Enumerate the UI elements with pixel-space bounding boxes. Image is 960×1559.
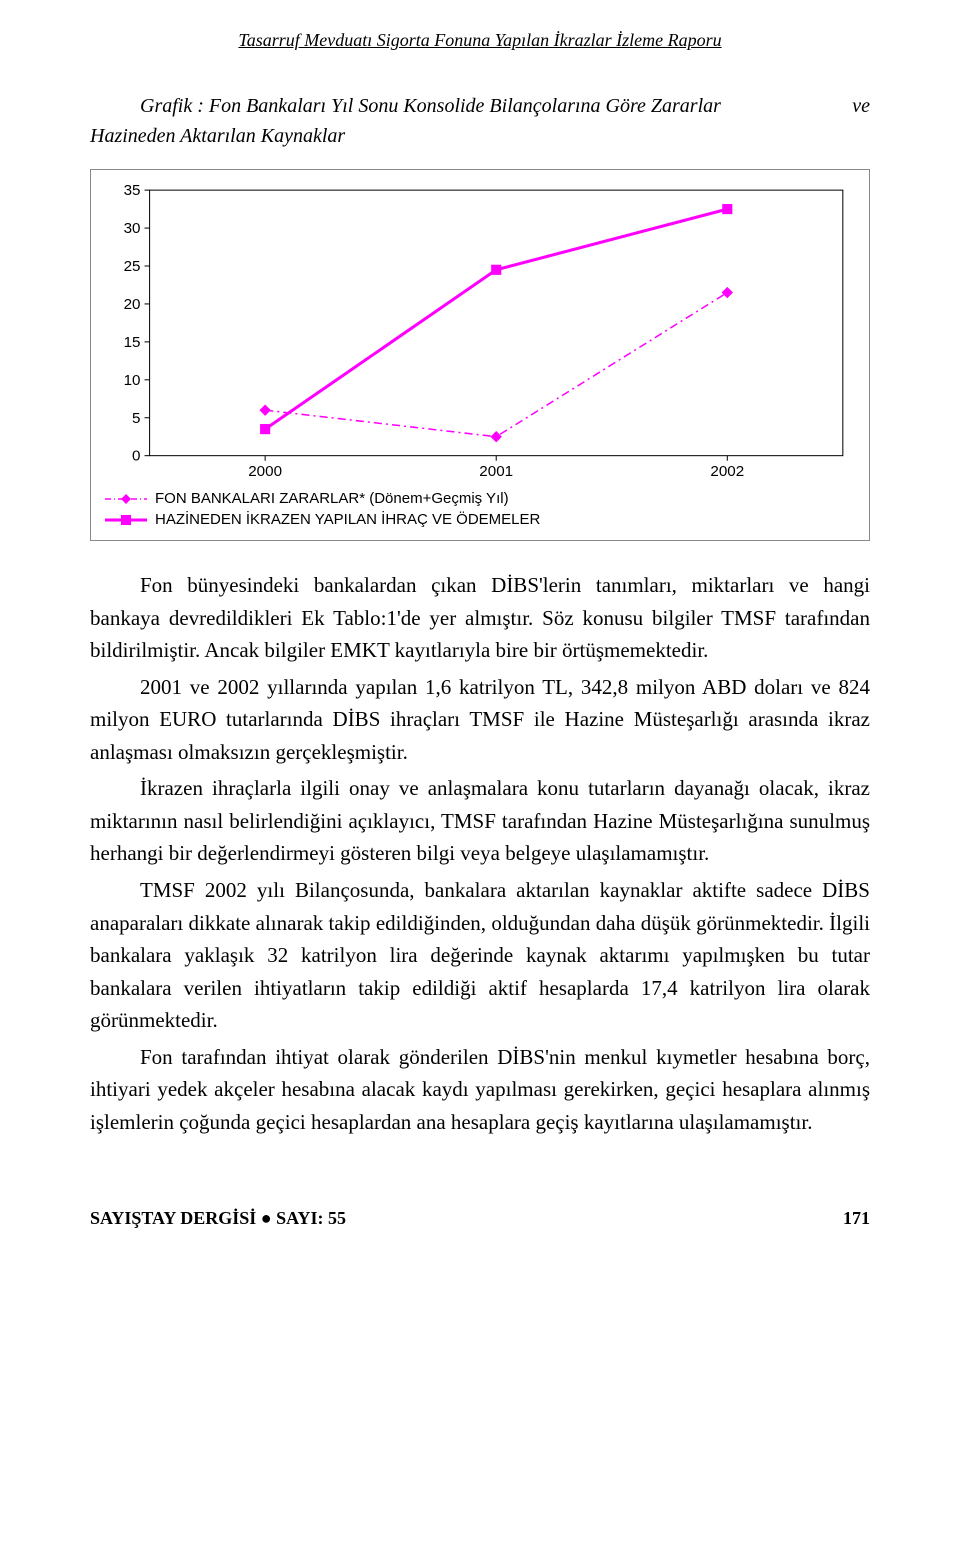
legend-swatch-solid (105, 513, 147, 527)
chart-title-main: Grafik : Fon Bankaları Yıl Sonu Konsolid… (140, 95, 721, 117)
footer-page-number: 171 (843, 1208, 870, 1229)
svg-text:30: 30 (124, 220, 141, 237)
line-chart: 0 5 10 15 20 25 30 35 2000 2001 2002 (105, 180, 855, 484)
svg-text:10: 10 (124, 372, 141, 389)
paragraph-1: Fon bünyesindeki bankalardan çıkan DİBS'… (90, 569, 870, 667)
svg-text:15: 15 (124, 334, 141, 351)
legend-item-1: HAZİNEDEN İKRAZEN YAPILAN İHRAÇ VE ÖDEME… (105, 511, 855, 528)
svg-text:2002: 2002 (710, 463, 744, 480)
chart-title-ve: ve (802, 91, 870, 121)
svg-text:35: 35 (124, 182, 141, 199)
svg-text:0: 0 (132, 448, 140, 465)
chart-title: Grafik : Fon Bankaları Yıl Sonu Konsolid… (90, 91, 870, 151)
body-text: Fon bünyesindeki bankalardan çıkan DİBS'… (90, 569, 870, 1138)
legend-label-0: FON BANKALARI ZARARLAR* (Dönem+Geçmiş Yı… (155, 490, 509, 507)
paragraph-4: TMSF 2002 yılı Bilançosunda, bankalara a… (90, 874, 870, 1037)
legend-swatch-dashed (105, 492, 147, 506)
legend-label-1: HAZİNEDEN İKRAZEN YAPILAN İHRAÇ VE ÖDEME… (155, 511, 540, 528)
footer-journal: SAYIŞTAY DERGİSİ ● SAYI: 55 (90, 1208, 346, 1229)
legend-item-0: FON BANKALARI ZARARLAR* (Dönem+Geçmiş Yı… (105, 490, 855, 507)
paragraph-5: Fon tarafından ihtiyat olarak gönderilen… (90, 1041, 870, 1139)
chart-container: 0 5 10 15 20 25 30 35 2000 2001 2002 FON BANKALARI… (90, 169, 870, 541)
paragraph-2: 2001 ve 2002 yıllarında yapılan 1,6 katr… (90, 671, 870, 769)
svg-text:2000: 2000 (248, 463, 282, 480)
chart-legend: FON BANKALARI ZARARLAR* (Dönem+Geçmiş Yı… (105, 490, 855, 528)
chart-title-line2: Hazineden Aktarılan Kaynaklar (90, 121, 870, 151)
page-footer: SAYIŞTAY DERGİSİ ● SAYI: 55 171 (90, 1208, 870, 1229)
svg-text:5: 5 (132, 410, 140, 427)
running-header: Tasarruf Mevduatı Sigorta Fonuna Yapılan… (90, 30, 870, 51)
svg-text:2001: 2001 (479, 463, 513, 480)
svg-text:20: 20 (124, 296, 141, 313)
svg-text:25: 25 (124, 258, 141, 275)
paragraph-3: İkrazen ihraçlarla ilgili onay ve anlaşm… (90, 772, 870, 870)
